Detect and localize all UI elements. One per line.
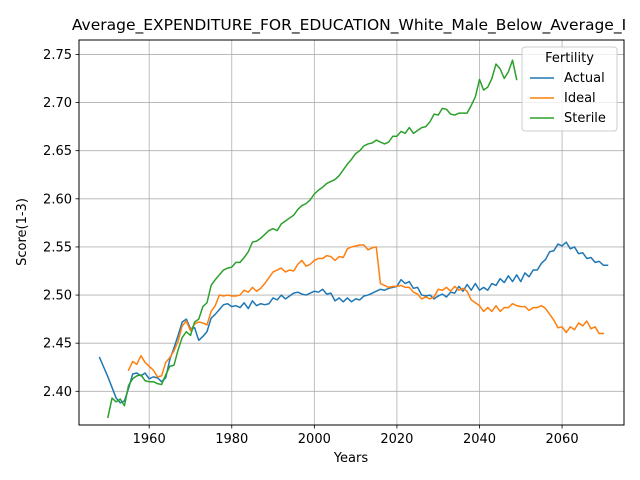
legend-box — [521, 46, 618, 132]
x-axis-ticks: 1960 1980 2000 2020 2040 2060 — [133, 425, 579, 447]
legend-title: Fertility — [545, 51, 594, 66]
legend-label-sterile: Sterile — [564, 111, 606, 126]
y-tick-label: 2.50 — [43, 289, 72, 304]
series-line-sterile — [107, 59, 518, 419]
x-tick-label: 2020 — [380, 432, 413, 447]
y-tick-label: 2.60 — [43, 192, 72, 207]
x-tick-label: 2040 — [463, 432, 496, 447]
series-line-ideal — [127, 244, 605, 378]
legend-label-actual: Actual — [564, 71, 605, 86]
x-axis-label: Years — [333, 451, 369, 466]
series-lines — [98, 59, 609, 419]
plot-frame — [78, 39, 625, 426]
x-tick-label: 1980 — [215, 432, 248, 447]
x-tick-label: 2060 — [546, 432, 579, 447]
chart-title: Average_EXPENDITURE_FOR_EDUCATION_White_… — [72, 16, 626, 35]
legend-label-ideal: Ideal — [564, 91, 596, 106]
y-tick-label: 2.45 — [43, 337, 72, 352]
y-tick-label: 2.65 — [43, 144, 72, 159]
x-tick-label: 1960 — [133, 432, 166, 447]
x-tick-label: 2000 — [298, 432, 331, 447]
y-tick-label: 2.70 — [43, 96, 72, 111]
y-axis-ticks: 2.40 2.45 2.50 2.55 2.60 2.65 2.70 2.75 — [43, 48, 79, 400]
y-tick-label: 2.75 — [43, 48, 72, 63]
y-axis-label: Score(1-3) — [15, 198, 30, 266]
y-tick-label: 2.40 — [43, 385, 72, 400]
y-tick-label: 2.55 — [43, 240, 72, 255]
legend: Fertility Actual Ideal Sterile — [521, 46, 618, 132]
